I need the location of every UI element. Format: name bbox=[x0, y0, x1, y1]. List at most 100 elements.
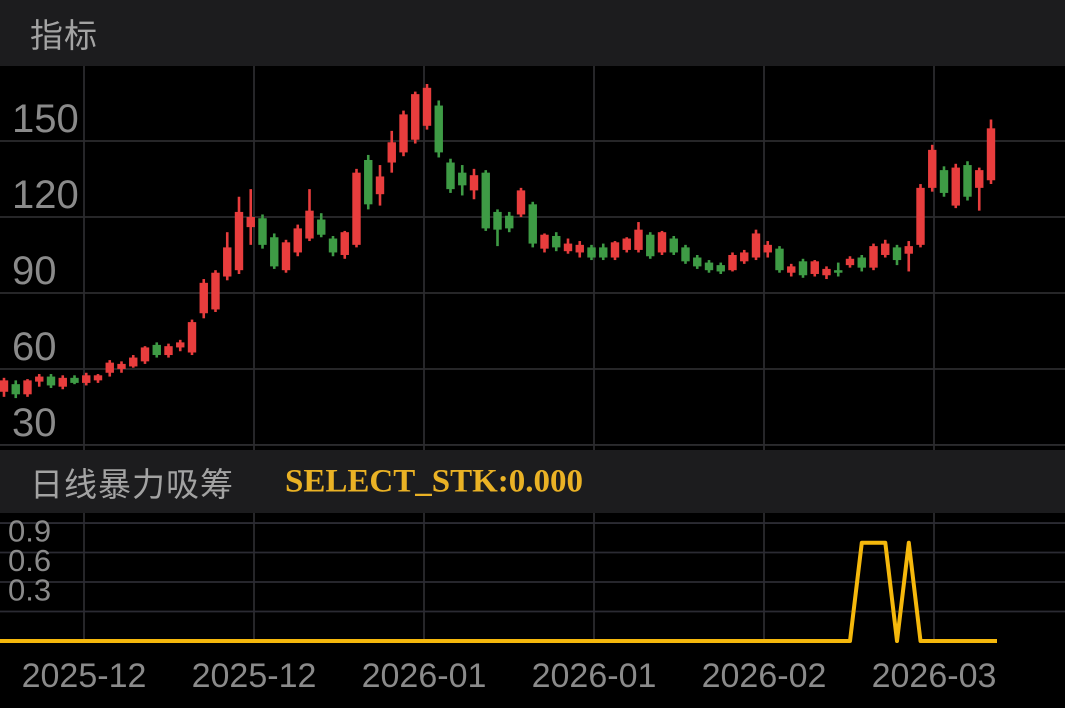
candle-body bbox=[434, 105, 443, 153]
candle-body bbox=[587, 247, 596, 258]
candle-body bbox=[575, 244, 584, 253]
price-y-tick-label: 30 bbox=[12, 401, 57, 445]
candle-body bbox=[493, 211, 502, 230]
candle-body bbox=[716, 265, 725, 272]
candle-body bbox=[622, 238, 631, 250]
indicator-y-tick-label: 0.3 bbox=[8, 573, 51, 608]
price-y-axis-labels: 150 120 90 60 30 bbox=[12, 97, 79, 445]
candle-body bbox=[693, 257, 702, 267]
candle-body bbox=[787, 266, 796, 273]
candle-body bbox=[516, 190, 526, 215]
candle-body bbox=[70, 377, 79, 383]
candle-body bbox=[211, 272, 220, 310]
candle-body bbox=[270, 237, 279, 267]
candle-body bbox=[293, 228, 302, 253]
candle-body bbox=[657, 232, 667, 253]
candle-body bbox=[528, 204, 537, 244]
candle-body bbox=[775, 248, 784, 271]
candle-body bbox=[728, 254, 737, 271]
candle-body bbox=[129, 357, 138, 367]
candle-body bbox=[223, 247, 232, 277]
candle-body bbox=[105, 362, 114, 373]
candle-body bbox=[187, 322, 197, 353]
candle-body bbox=[364, 159, 373, 205]
indicator-y-tick-label: 0.6 bbox=[8, 543, 51, 578]
candle-body bbox=[35, 376, 44, 382]
indicator-panel-title: 日线暴力吸筹 bbox=[30, 465, 234, 503]
x-axis-labels: 2025-12 2025-12 2026-01 2026-01 2026-02 2026-… bbox=[22, 657, 997, 695]
x-axis-tick-label: 2026-03 bbox=[872, 657, 997, 695]
candle-body bbox=[552, 235, 561, 248]
indicator-value-label: SELECT_STK:0.000 bbox=[285, 463, 583, 499]
candle-body bbox=[845, 258, 855, 266]
candle-body bbox=[23, 380, 32, 395]
candle-body bbox=[892, 247, 902, 261]
candle-body bbox=[834, 270, 843, 273]
price-y-tick-label: 120 bbox=[12, 173, 79, 217]
candle-body bbox=[986, 128, 996, 181]
candle-body bbox=[469, 175, 479, 191]
candle-body bbox=[881, 243, 890, 255]
candle-body bbox=[399, 114, 408, 153]
candle-body bbox=[740, 252, 749, 262]
candle-body bbox=[152, 344, 161, 356]
candle-body bbox=[975, 170, 984, 188]
x-axis-tick-label: 2026-01 bbox=[362, 657, 487, 695]
candle-body bbox=[763, 244, 772, 253]
candle-body bbox=[340, 232, 349, 255]
candle-body bbox=[58, 377, 67, 387]
candle-body bbox=[681, 247, 690, 262]
candle-body bbox=[117, 363, 126, 369]
candle-body bbox=[798, 261, 808, 276]
candle-body bbox=[164, 346, 173, 356]
price-y-tick-label: 90 bbox=[12, 249, 57, 293]
candle-body bbox=[258, 218, 267, 245]
candle-body bbox=[458, 172, 467, 186]
candle-body bbox=[317, 219, 326, 235]
candle-body bbox=[928, 149, 937, 188]
candle-body bbox=[505, 215, 514, 229]
candle-body bbox=[963, 165, 972, 197]
candle-body bbox=[422, 87, 432, 126]
x-axis-tick-label: 2025-12 bbox=[22, 657, 147, 695]
candle-body bbox=[328, 238, 338, 253]
candle-body bbox=[810, 261, 819, 274]
candle-body bbox=[199, 282, 208, 314]
candle-body bbox=[305, 210, 314, 239]
candle-body bbox=[634, 229, 643, 250]
indicator-signal-line bbox=[0, 540, 997, 643]
candle-body bbox=[916, 187, 925, 245]
candle-body bbox=[446, 162, 455, 190]
x-axis-tick-label: 2026-02 bbox=[702, 657, 827, 695]
indicator-y-axis-labels: 0.90.60.3 bbox=[8, 514, 51, 608]
price-candlestick-series bbox=[0, 84, 996, 399]
candle-body bbox=[46, 376, 56, 386]
price-panel-header: 指标 bbox=[0, 0, 1065, 66]
candle-body bbox=[939, 170, 949, 193]
indicator-y-tick-label: 0.9 bbox=[8, 514, 51, 549]
signal-polyline bbox=[0, 540, 997, 643]
candle-body bbox=[751, 233, 761, 258]
candle-body bbox=[281, 242, 291, 271]
price-y-tick-label: 60 bbox=[12, 325, 57, 369]
candle-body bbox=[599, 247, 608, 258]
candle-body bbox=[869, 246, 878, 268]
candle-body bbox=[857, 257, 866, 268]
candle-body bbox=[951, 167, 960, 206]
candle-body bbox=[234, 211, 244, 271]
candle-body bbox=[82, 375, 91, 383]
price-y-tick-label: 150 bbox=[12, 97, 79, 141]
candle-body bbox=[11, 384, 20, 395]
candle-body bbox=[563, 243, 573, 252]
candle-body bbox=[387, 142, 396, 163]
indicator-panel-header: 日线暴力吸筹 SELECT_STK:0.000 bbox=[0, 450, 1065, 513]
candle-body bbox=[822, 268, 831, 276]
candle-body bbox=[246, 216, 255, 228]
x-axis-tick-label: 2025-12 bbox=[192, 657, 317, 695]
x-axis-tick-label: 2026-01 bbox=[532, 657, 657, 695]
price-panel-title: 指标 bbox=[30, 17, 98, 54]
candle-body bbox=[0, 380, 9, 392]
candle-body bbox=[610, 242, 620, 258]
